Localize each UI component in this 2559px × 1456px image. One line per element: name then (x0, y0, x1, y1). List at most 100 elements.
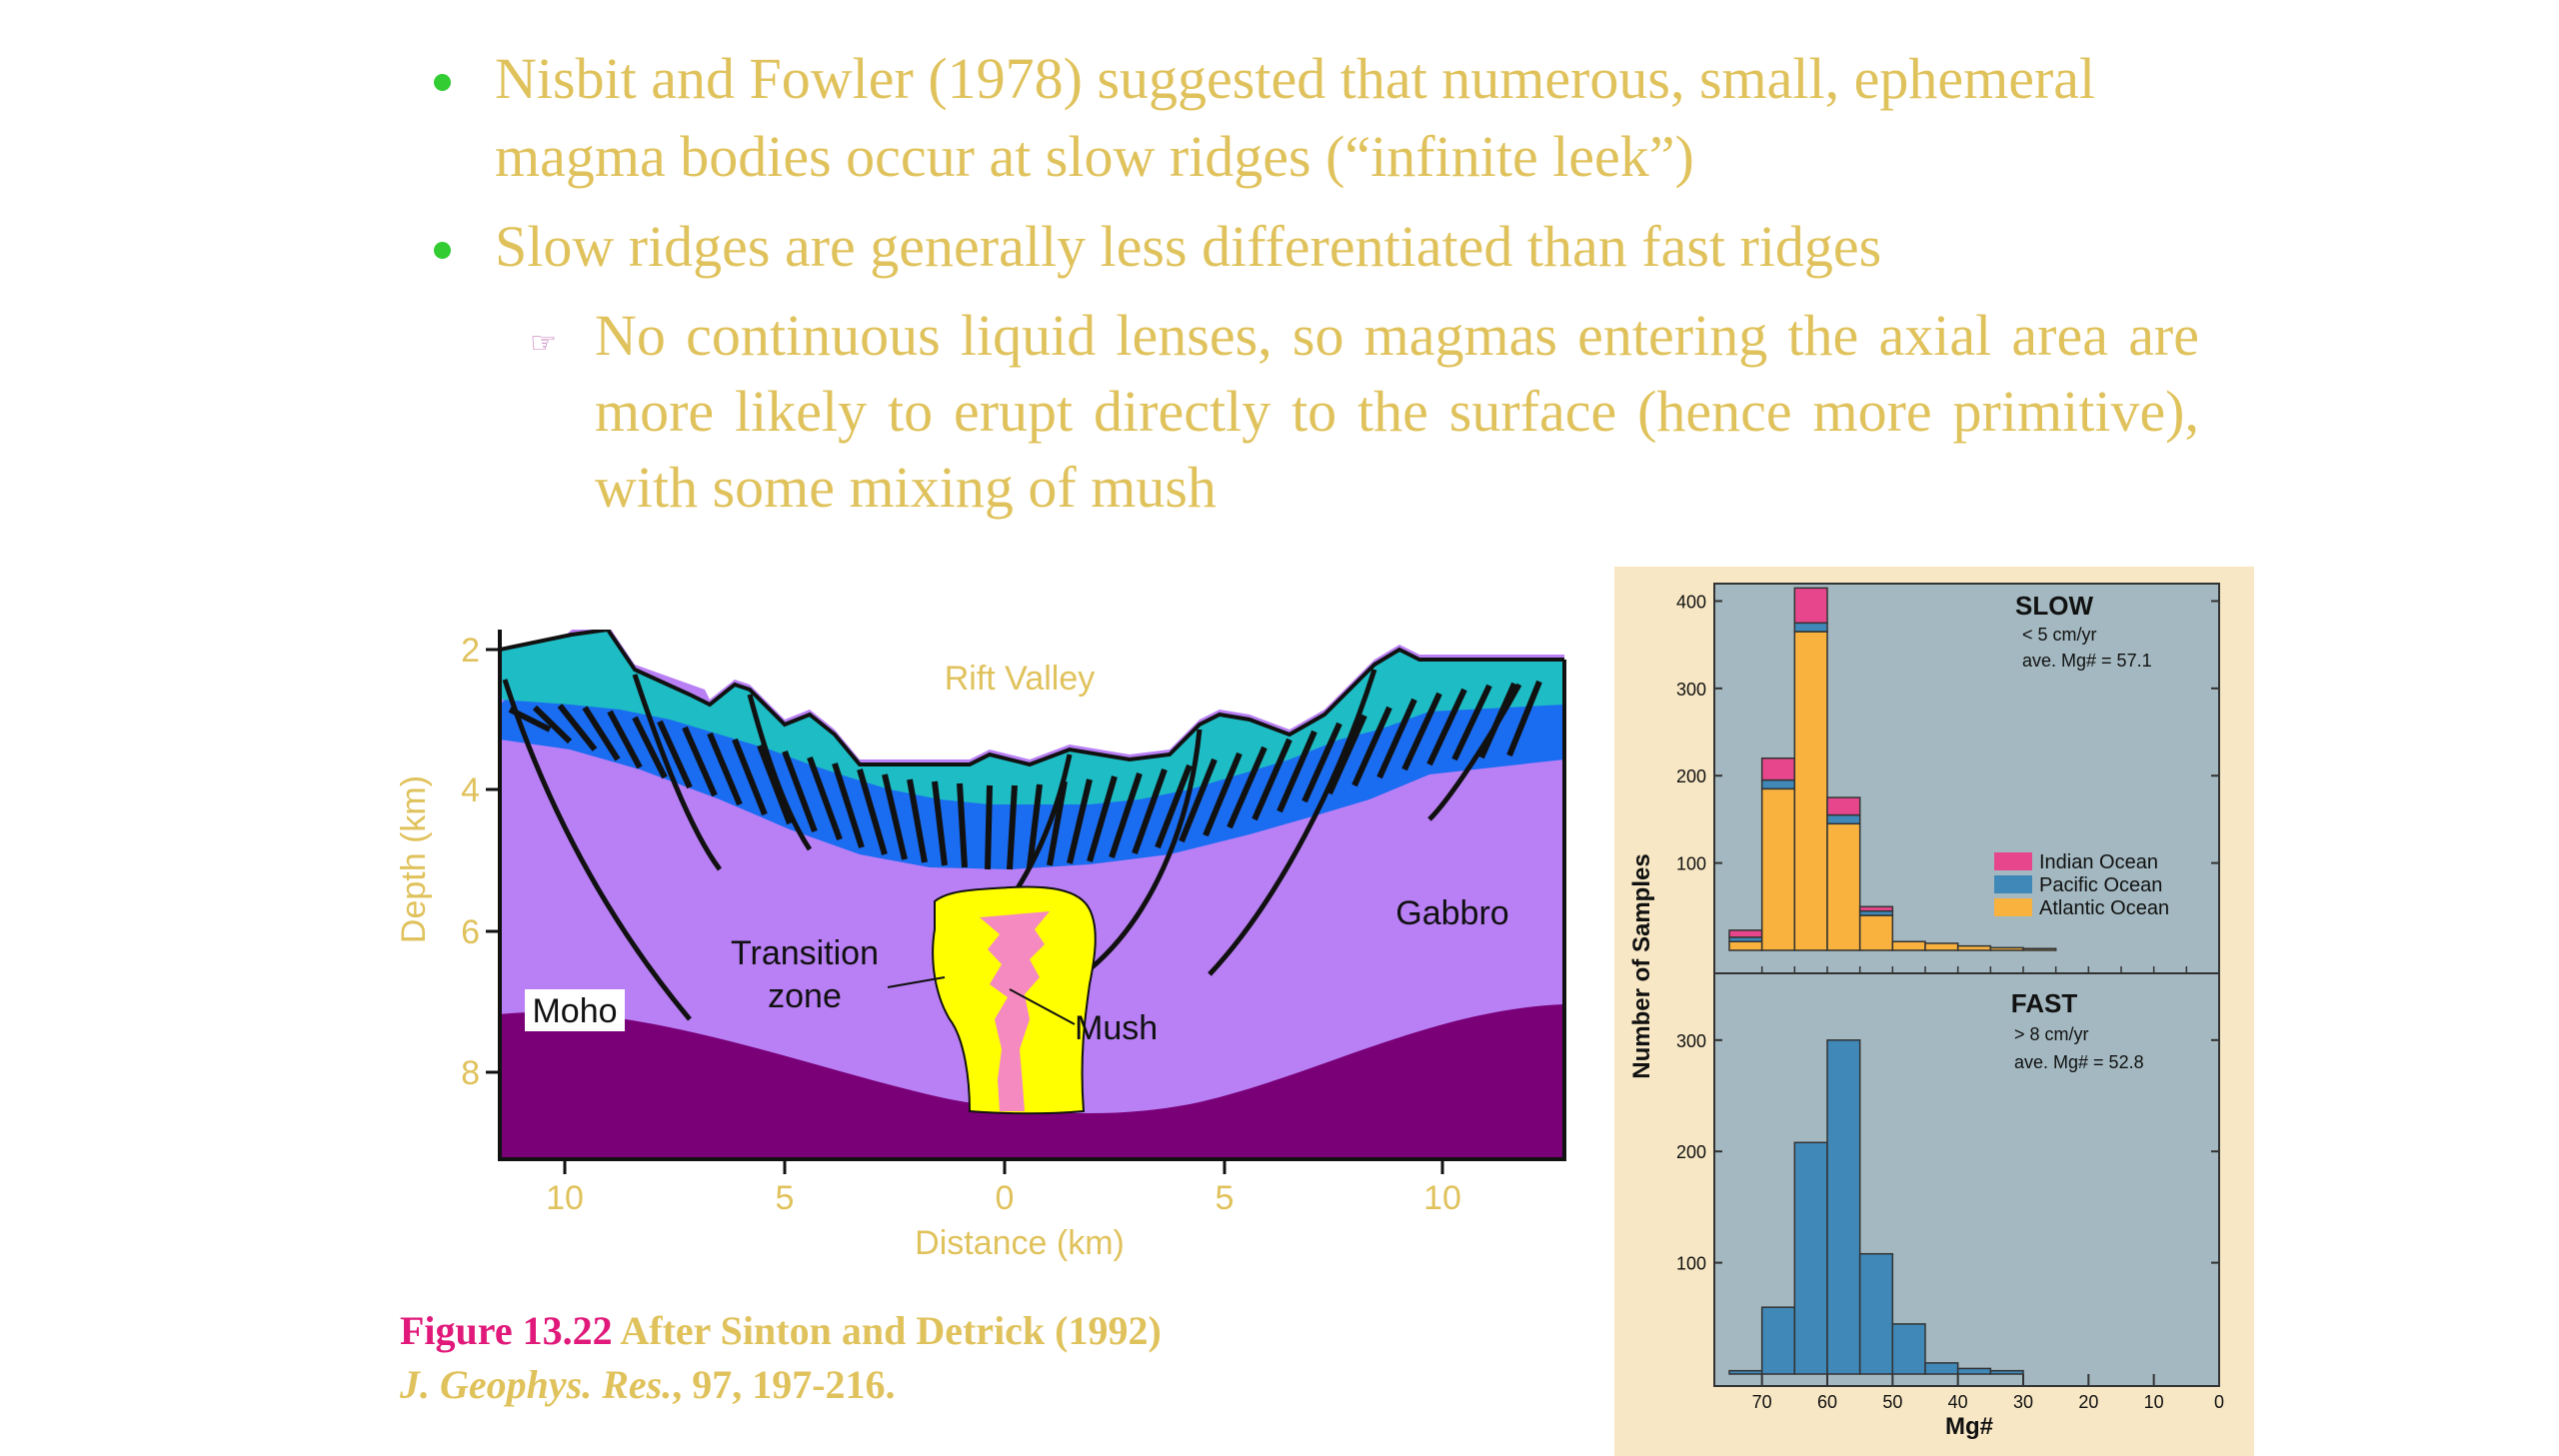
mantle-layer (500, 1004, 1564, 1159)
histogram-bar (1793, 631, 1828, 951)
legend-label-pacific: Pacific Ocean (2039, 874, 2162, 896)
mush-label: Mush (1075, 1009, 1158, 1047)
x-tick-label: 10 (2144, 1392, 2164, 1412)
dike-hatching (508, 680, 1542, 870)
histogram-bar (1989, 946, 2024, 951)
slow-bars (1728, 587, 2057, 951)
x-tick-label: 0 (2214, 1392, 2224, 1412)
sub-bullet-text: No continuous liquid lenses, so magmas e… (595, 303, 2199, 520)
x-tick-label: 5 (776, 1179, 795, 1217)
y-tick-label: 300 (1676, 1031, 1706, 1051)
caption-source: After Sinton and Detrick (1992) (612, 1308, 1162, 1353)
histogram-bar (1858, 1252, 1894, 1375)
y-tick-label: 100 (1676, 1254, 1706, 1274)
histogram-bar (1760, 1306, 1796, 1375)
y-tick-label: 8 (461, 1054, 480, 1092)
fast-x-ticks: 70 60 50 40 30 20 10 0 (1752, 966, 2224, 1412)
histogram-x-axis-title: Mg# (1945, 1413, 1993, 1440)
y-axis-ticks (486, 648, 500, 1074)
y-axis-title: Depth (km) (395, 775, 433, 943)
legend-label-indian: Indian Ocean (2039, 851, 2158, 873)
histogram-bar (1728, 1369, 1763, 1375)
histogram-bar (1858, 914, 1894, 951)
citation-details: , 97, 197-216. (672, 1362, 896, 1407)
legend-swatch-pacific (1994, 875, 2032, 893)
histogram-bar (1858, 905, 1894, 912)
rift-valley-label: Rift Valley (945, 660, 1096, 698)
histogram-bar (1760, 778, 1796, 790)
diagram-axes (498, 630, 1566, 1161)
x-tick-label: 10 (546, 1179, 584, 1217)
ridge-cross-section-diagram: Rift Valley Gabbro Transition zone Mush … (395, 630, 1566, 1262)
fault-lines (502, 669, 1522, 1021)
slow-title: SLOW (2015, 591, 2093, 621)
mush-body (980, 911, 1050, 1111)
histogram-bar (1826, 813, 1861, 825)
y-tick-label: 4 (461, 771, 480, 809)
pillow-lava-layer (500, 630, 1564, 804)
histogram-bar (1891, 940, 1926, 951)
bullet-dot-icon (434, 242, 451, 259)
moho-label-box (525, 989, 625, 1031)
moho-label: Moho (532, 992, 617, 1030)
y-tick-label: 6 (461, 913, 480, 951)
histogram-bar (1760, 787, 1796, 951)
sub-bullet: ☞ No continuous liquid lenses, so magmas… (420, 298, 2199, 526)
x-tick-label: 20 (2078, 1392, 2098, 1412)
y-tick-label: 200 (1676, 766, 1706, 786)
legend-swatch-indian (1994, 852, 2032, 870)
bullet-text: Nisbit and Fowler (1978) suggested that … (495, 46, 2096, 189)
histogram-bar (1793, 1141, 1828, 1375)
histogram-bar (1826, 1039, 1861, 1375)
histogram-bar (2022, 947, 2057, 951)
transition-leader-line (887, 976, 946, 988)
bullet-item: Slow ridges are generally less different… (420, 208, 2199, 286)
x-tick-label: 60 (1817, 1392, 1837, 1412)
gabbro-label: Gabbro (1395, 894, 1508, 932)
x-axis-title: Distance (km) (915, 1224, 1125, 1262)
histogram-bar (1826, 822, 1861, 951)
histogram-bar (1826, 796, 1861, 816)
legend-label-atlantic: Atlantic Ocean (2039, 897, 2169, 919)
pointing-hand-icon: ☞ (530, 326, 557, 361)
x-tick-label: 40 (1948, 1392, 1968, 1412)
fast-title: FAST (2011, 988, 2078, 1018)
histogram-bar (1728, 929, 1763, 938)
x-tick-label: 10 (1423, 1179, 1461, 1217)
legend: Indian Ocean Pacific Ocean Atlantic Ocea… (1994, 851, 2169, 919)
histogram-bar (1924, 942, 1959, 951)
fast-bars (1728, 1039, 2024, 1375)
x-tick-label: 70 (1752, 1392, 1772, 1412)
y-tick-label: 300 (1676, 680, 1706, 700)
figure-caption: Figure 13.22 After Sinton and Detrick (1… (400, 1304, 1162, 1412)
legend-swatch-atlantic (1994, 898, 2032, 916)
figure-number: Figure 13.22 (400, 1308, 613, 1353)
histogram-bar (1989, 1369, 2024, 1375)
mush-leader-line (1009, 988, 1076, 1025)
slow-y-ticks: 100 200 300 400 (1676, 592, 2219, 874)
x-tick-label: 0 (996, 1179, 1015, 1217)
seafloor-outline (500, 630, 1564, 767)
x-tick-label: 5 (1216, 1179, 1235, 1217)
slow-annotation: ave. Mg# = 57.1 (2022, 651, 2152, 671)
x-axis-ticks (563, 1159, 1444, 1174)
slow-subtitle: < 5 cm/yr (2022, 625, 2097, 645)
bullet-list: Nisbit and Fowler (1978) suggested that … (420, 40, 2199, 526)
x-tick-label: 50 (1882, 1392, 1902, 1412)
caption-line-1: Figure 13.22 After Sinton and Detrick (1… (400, 1304, 1162, 1358)
transition-label-line2: zone (768, 977, 842, 1015)
y-tick-label: 2 (461, 632, 480, 670)
histogram-bar (1956, 944, 1992, 951)
y-tick-label: 200 (1676, 1142, 1706, 1162)
histogram-bar (1728, 940, 1763, 951)
bullet-text: Slow ridges are generally less different… (495, 214, 1882, 279)
x-tick-label: 30 (2013, 1392, 2033, 1412)
histogram-bar (1760, 757, 1796, 781)
fast-y-ticks: 100 200 300 (1676, 1031, 2219, 1274)
y-tick-label: 100 (1676, 854, 1706, 874)
transition-label-line1: Transition (731, 934, 879, 972)
histogram-bar (1891, 1323, 1926, 1375)
histogram-bar (1793, 587, 1828, 625)
bullet-dot-icon (434, 74, 451, 91)
